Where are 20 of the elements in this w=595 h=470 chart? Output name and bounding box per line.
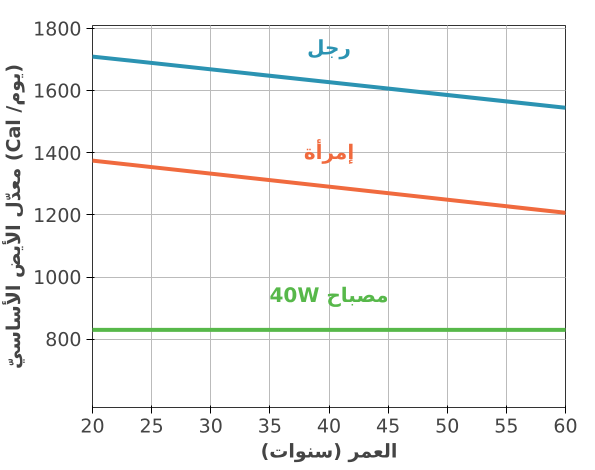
x-tick-label: 30 (198, 416, 223, 438)
x-tick-label: 60 (553, 416, 578, 438)
y-tick-label: 1000 (33, 267, 82, 290)
x-tick-label: 20 (80, 416, 105, 438)
x-tick-label: 45 (376, 416, 400, 438)
y-axis-title: معدّل الأيض الأساسيّ (Cal /يوم) (2, 64, 26, 370)
x-tick-label: 35 (258, 416, 282, 438)
y-tick-label: 1800 (33, 18, 82, 41)
y-tick-label: 1400 (33, 142, 82, 165)
x-tick-label: 55 (494, 416, 518, 438)
series-label: إمرأة (304, 138, 354, 164)
x-tick-label: 50 (435, 416, 460, 438)
x-axis-title: العمر (سنوات) (260, 440, 398, 462)
y-tick-label: 1200 (33, 204, 82, 227)
series-label: مصباح 40W (269, 282, 389, 307)
y-tick-label: 1600 (33, 80, 82, 103)
x-tick-label: 25 (140, 416, 164, 438)
series-label: رجل (307, 35, 351, 60)
y-tick-label: 800 (45, 329, 82, 352)
x-tick-label: 40 (316, 416, 342, 438)
